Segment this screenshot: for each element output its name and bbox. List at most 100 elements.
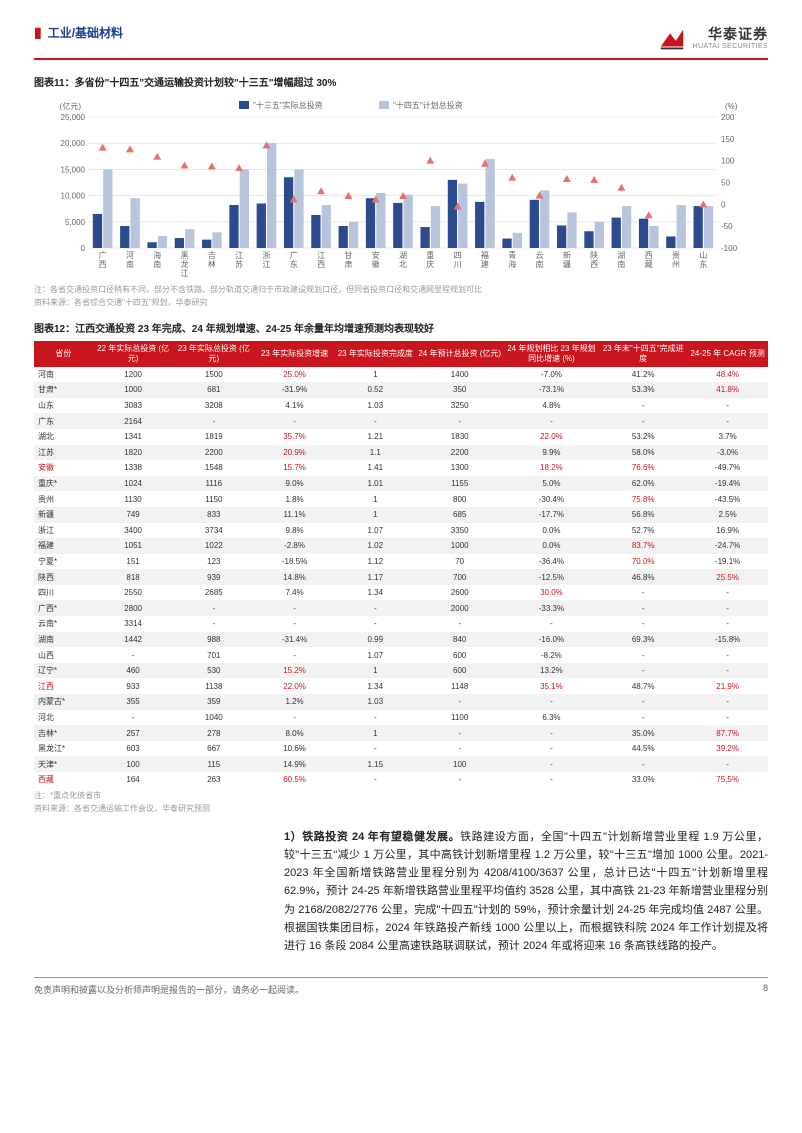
data-cell: 15.7% (254, 460, 335, 476)
data-cell: 2685 (173, 585, 254, 601)
fig12-note1: 注：*重点化债省市 (34, 790, 768, 801)
data-cell: 87.7% (687, 725, 768, 741)
data-cell: 41.8% (687, 382, 768, 398)
table-header: 23 年实际总投资 (亿元) (173, 341, 254, 366)
data-cell: 355 (93, 694, 174, 710)
data-cell: - (335, 413, 416, 429)
data-cell: 1 (335, 663, 416, 679)
data-cell: 5.0% (504, 476, 599, 492)
data-cell: 1500 (173, 367, 254, 383)
data-cell: 1000 (93, 382, 174, 398)
data-cell: 46.8% (599, 569, 687, 585)
data-cell: 840 (416, 632, 504, 648)
table-row: 河北-1040--11006.3%-- (34, 710, 768, 726)
fig11-title: 图表11：多省份"十四五"交通运输投资计划较"十三五"增幅超过 30% (34, 74, 768, 89)
table-header: 24 年预计总投资 (亿元) (416, 341, 504, 366)
data-cell: 1116 (173, 476, 254, 492)
data-cell: 48.7% (599, 678, 687, 694)
svg-text:广: 广 (290, 250, 298, 260)
table-header: 23 年实际投资完成度 (335, 341, 416, 366)
data-cell: - (254, 600, 335, 616)
data-cell: 123 (173, 554, 254, 570)
data-cell: - (254, 413, 335, 429)
data-cell: - (504, 616, 599, 632)
data-cell: 1024 (93, 476, 174, 492)
svg-text:疆: 疆 (563, 260, 571, 269)
data-cell: 530 (173, 663, 254, 679)
data-cell: 4.8% (504, 398, 599, 414)
table-row: 吉林*2572788.0%1--35.0%87.7% (34, 725, 768, 741)
data-cell: 800 (416, 491, 504, 507)
figure-11: 图表11：多省份"十四五"交通运输投资计划较"十三五"增幅超过 30% 0 5,0… (34, 74, 768, 308)
data-cell: - (504, 725, 599, 741)
data-cell: -19.4% (687, 476, 768, 492)
data-cell: 100 (416, 756, 504, 772)
data-cell: 75.8% (599, 491, 687, 507)
data-cell: - (504, 694, 599, 710)
data-cell: 2600 (416, 585, 504, 601)
svg-text:北: 北 (399, 260, 407, 269)
province-cell: 广西* (34, 600, 93, 616)
data-cell: - (504, 772, 599, 788)
data-cell: - (599, 600, 687, 616)
table-row: 广西*2800---2000-33.3%-- (34, 600, 768, 616)
table-row: 重庆*102411169.0%1.0111555.0%62.0%-19.4% (34, 476, 768, 492)
svg-text:5,000: 5,000 (65, 218, 86, 227)
svg-text:州: 州 (672, 260, 680, 269)
svg-text:川: 川 (454, 260, 462, 269)
data-cell: 988 (173, 632, 254, 648)
data-cell: 15.2% (254, 663, 335, 679)
data-cell: 3.7% (687, 429, 768, 445)
data-cell: 2200 (173, 445, 254, 461)
data-cell: 70 (416, 554, 504, 570)
data-cell: 681 (173, 382, 254, 398)
data-cell: 1.8% (254, 491, 335, 507)
figure-12: 图表12：江西交通投资 23 年完成、24 年规划增速、24-25 年余量年均增… (34, 320, 768, 814)
data-cell: 3314 (93, 616, 174, 632)
svg-text:江: 江 (181, 269, 189, 278)
data-cell: 1 (335, 725, 416, 741)
data-cell: -36.4% (504, 554, 599, 570)
data-cell: 2550 (93, 585, 174, 601)
data-cell: 1.07 (335, 647, 416, 663)
data-cell: 1.01 (335, 476, 416, 492)
data-cell: 0.0% (504, 523, 599, 539)
data-cell: 100 (93, 756, 174, 772)
data-cell: -3.0% (687, 445, 768, 461)
data-cell: 1341 (93, 429, 174, 445)
fig11-title-text: 多省份"十四五"交通运输投资计划较"十三五"增幅超过 30% (75, 78, 337, 89)
data-cell: 4.1% (254, 398, 335, 414)
svg-text:西: 西 (590, 260, 598, 269)
data-cell: 933 (93, 678, 174, 694)
svg-text:安: 安 (372, 250, 380, 260)
svg-text:林: 林 (208, 259, 216, 269)
svg-text:0: 0 (81, 244, 86, 253)
data-cell: - (599, 694, 687, 710)
data-cell: 62.0% (599, 476, 687, 492)
province-cell: 西藏 (34, 772, 93, 788)
svg-text:-100: -100 (721, 244, 738, 253)
data-cell: - (416, 725, 504, 741)
data-cell: 1300 (416, 460, 504, 476)
data-cell: 44.5% (599, 741, 687, 757)
data-cell: 164 (93, 772, 174, 788)
data-cell: - (599, 756, 687, 772)
svg-text:海: 海 (153, 250, 161, 260)
data-cell: 13.2% (504, 663, 599, 679)
data-cell: 30.0% (504, 585, 599, 601)
data-cell: 3350 (416, 523, 504, 539)
data-cell: - (416, 616, 504, 632)
data-cell: 1.21 (335, 429, 416, 445)
data-cell: 8.0% (254, 725, 335, 741)
table-row: 黑龙江*60366710.6%---44.5%39.2% (34, 741, 768, 757)
svg-text:南: 南 (126, 259, 134, 269)
data-cell: -43.5% (687, 491, 768, 507)
data-cell: 1338 (93, 460, 174, 476)
data-cell: 1830 (416, 429, 504, 445)
svg-text:50: 50 (721, 179, 730, 188)
province-cell: 四川 (34, 585, 93, 601)
data-cell: 10.6% (254, 741, 335, 757)
data-cell: 749 (93, 507, 174, 523)
data-cell: 9.8% (254, 523, 335, 539)
data-cell: - (173, 616, 254, 632)
